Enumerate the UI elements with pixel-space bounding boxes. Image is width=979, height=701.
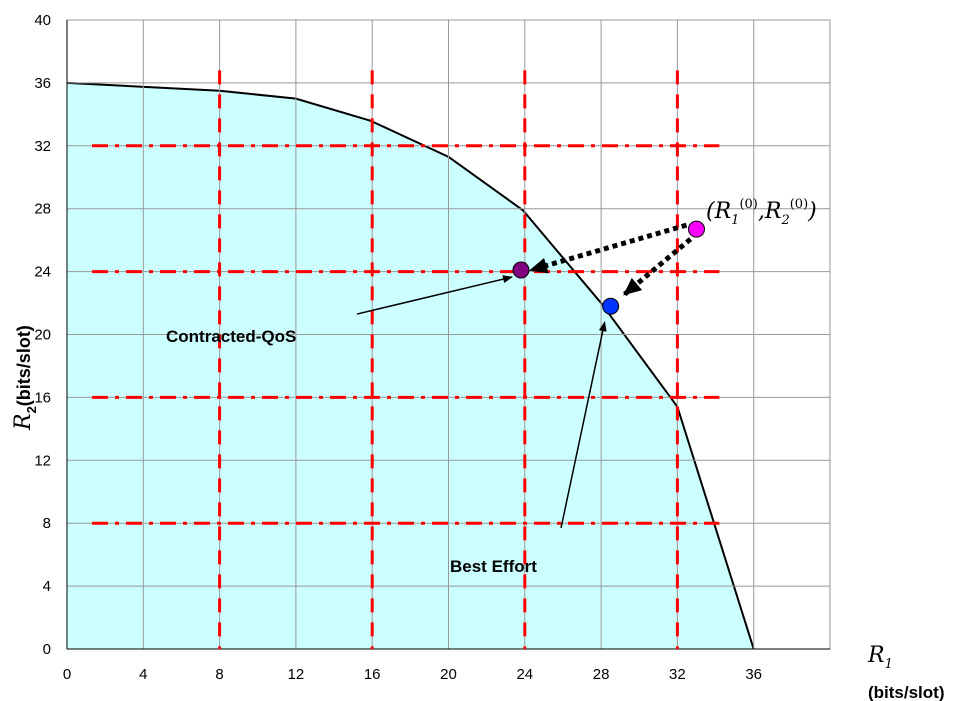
y-tick-label: 20 [34,327,51,344]
arrow-contracted-qos [356,275,513,315]
point-initial [687,220,705,238]
tick-labels: 0 4 8 12 16 20 24 28 32 36 0 4 8 12 16 20 24 28 32 36 40 [34,12,762,683]
x-axis-unit: (bits/slot) [868,683,945,701]
y-tick-label: 36 [34,75,51,92]
annotation-contracted-qos: Contracted-QoS [166,327,296,346]
x-tick-label: 4 [139,666,147,683]
quantization-grid [92,70,720,649]
rate-points [512,220,705,315]
y-tick-label: 12 [34,452,51,469]
y-tick-label: 28 [34,201,51,218]
arrow-best-effort [560,321,607,529]
x-axis-symbol: R1 [867,643,893,672]
y-tick-label: 24 [34,264,51,281]
y-tick-label: 32 [34,138,51,155]
x-tick-label: 8 [215,666,223,683]
y-tick-label: 0 [43,641,51,658]
x-tick-label: 0 [63,666,71,683]
x-tick-label: 12 [288,666,305,683]
y-tick-label: 40 [34,12,51,29]
x-tick-label: 36 [745,666,762,683]
x-tick-label: 32 [669,666,686,683]
rate-region-fill [67,82,754,649]
y-tick-label: 4 [43,578,51,595]
y-axis-title: R2(bits/slot) [11,325,39,431]
x-tick-label: 20 [440,666,457,683]
point-best-effort [602,297,620,315]
x-tick-label: 24 [516,666,533,683]
x-tick-label: 28 [593,666,610,683]
y-tick-label: 16 [34,389,51,406]
point-contracted-qos [512,261,530,279]
x-tick-label: 16 [364,666,381,683]
annotation-arrows [356,222,693,529]
annotation-best-effort: Best Effort [450,557,537,576]
y-tick-label: 8 [43,515,51,532]
